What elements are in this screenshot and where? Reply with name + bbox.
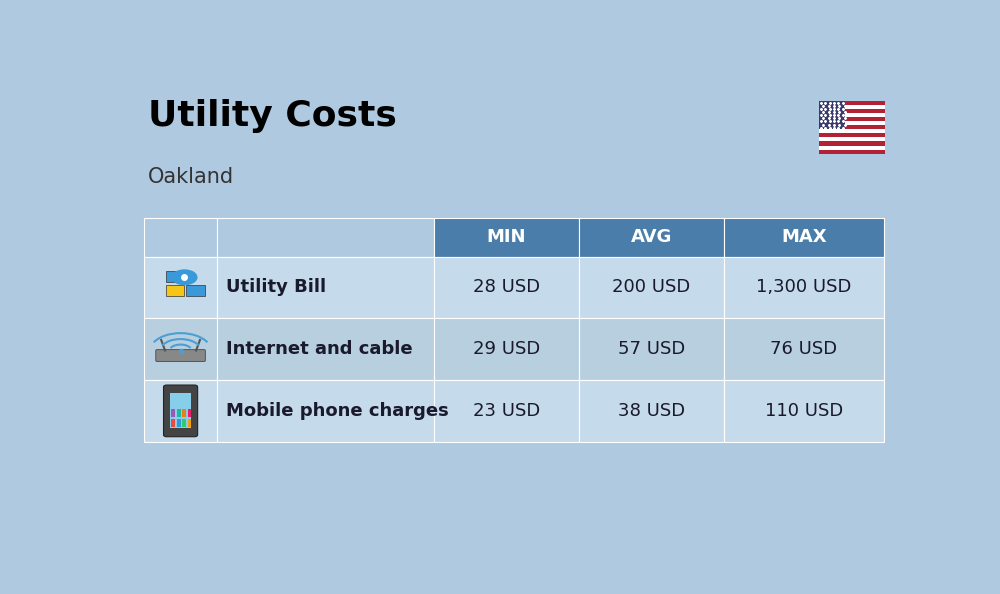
FancyBboxPatch shape <box>144 257 217 318</box>
Bar <box>177 419 181 426</box>
Text: 28 USD: 28 USD <box>473 279 540 296</box>
Text: AVG: AVG <box>631 228 672 246</box>
FancyBboxPatch shape <box>579 257 724 318</box>
Text: 23 USD: 23 USD <box>473 402 540 420</box>
FancyBboxPatch shape <box>166 271 184 282</box>
FancyBboxPatch shape <box>144 318 217 380</box>
Text: MIN: MIN <box>487 228 526 246</box>
FancyBboxPatch shape <box>434 380 579 442</box>
Text: 38 USD: 38 USD <box>618 402 685 420</box>
FancyBboxPatch shape <box>724 257 884 318</box>
FancyBboxPatch shape <box>217 318 434 380</box>
Bar <box>819 113 885 117</box>
FancyBboxPatch shape <box>819 101 885 154</box>
Text: Utility Bill: Utility Bill <box>226 279 326 296</box>
FancyBboxPatch shape <box>579 217 724 257</box>
FancyBboxPatch shape <box>579 380 724 442</box>
Text: Mobile phone charges: Mobile phone charges <box>226 402 449 420</box>
Text: 76 USD: 76 USD <box>770 340 838 358</box>
FancyBboxPatch shape <box>217 257 434 318</box>
FancyBboxPatch shape <box>579 318 724 380</box>
FancyBboxPatch shape <box>144 380 217 442</box>
Text: Oakland: Oakland <box>148 168 234 187</box>
FancyBboxPatch shape <box>186 285 205 296</box>
Text: 1,300 USD: 1,300 USD <box>756 279 852 296</box>
Bar <box>171 419 175 426</box>
Bar <box>188 409 191 416</box>
Text: Utility Costs: Utility Costs <box>148 99 397 132</box>
Bar <box>182 419 186 426</box>
FancyBboxPatch shape <box>434 318 579 380</box>
Bar <box>819 129 885 134</box>
FancyBboxPatch shape <box>144 217 217 257</box>
Text: 29 USD: 29 USD <box>473 340 540 358</box>
FancyBboxPatch shape <box>166 285 184 296</box>
FancyBboxPatch shape <box>170 393 191 428</box>
Bar <box>171 409 175 416</box>
FancyBboxPatch shape <box>164 385 198 437</box>
Bar <box>177 409 181 416</box>
Bar <box>819 137 885 141</box>
FancyBboxPatch shape <box>217 380 434 442</box>
Text: MAX: MAX <box>781 228 827 246</box>
Bar <box>819 101 845 129</box>
FancyBboxPatch shape <box>724 380 884 442</box>
Circle shape <box>172 270 197 285</box>
FancyBboxPatch shape <box>724 318 884 380</box>
Bar <box>819 105 885 109</box>
FancyBboxPatch shape <box>434 217 579 257</box>
Bar <box>182 409 186 416</box>
FancyBboxPatch shape <box>724 217 884 257</box>
FancyBboxPatch shape <box>156 350 205 362</box>
Bar <box>188 419 191 426</box>
Text: 200 USD: 200 USD <box>612 279 690 296</box>
FancyBboxPatch shape <box>434 257 579 318</box>
Text: 57 USD: 57 USD <box>618 340 685 358</box>
Bar <box>819 146 885 150</box>
Text: 110 USD: 110 USD <box>765 402 843 420</box>
Text: Internet and cable: Internet and cable <box>226 340 413 358</box>
Bar <box>819 121 885 125</box>
FancyBboxPatch shape <box>217 217 434 257</box>
